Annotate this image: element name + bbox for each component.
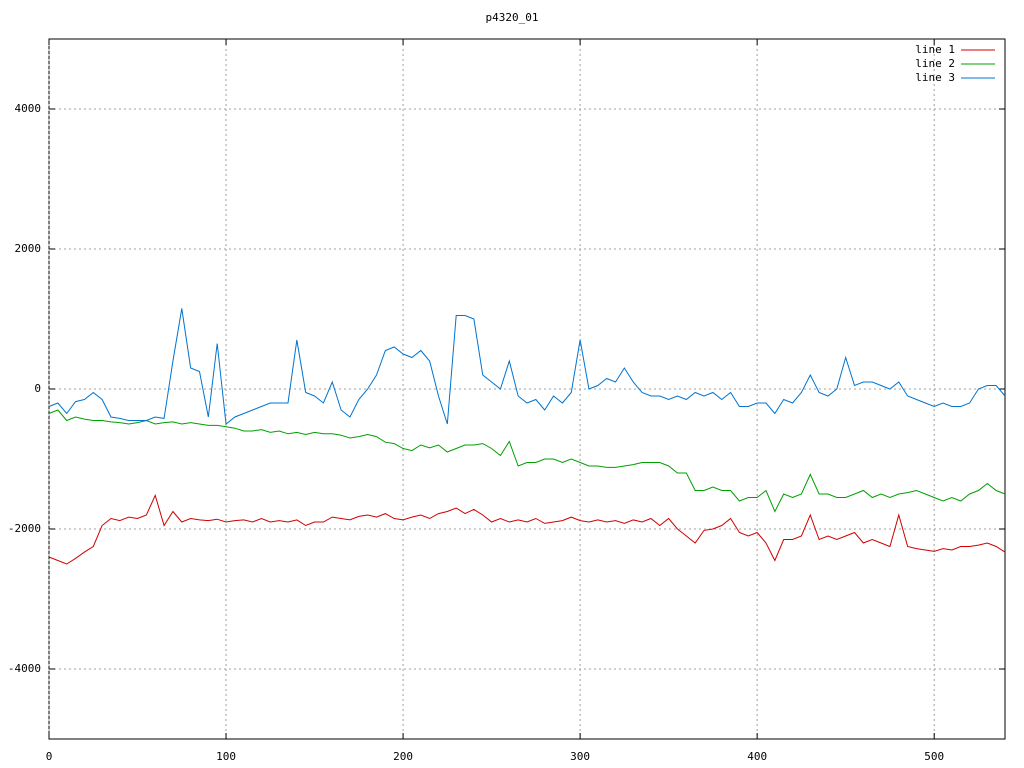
y-tick-label: 2000: [15, 242, 42, 255]
x-tick-label: 0: [46, 750, 53, 763]
y-tick-label: -4000: [8, 662, 41, 675]
y-tick-label: 0: [34, 382, 41, 395]
legend-label: line 1: [915, 43, 955, 56]
x-tick-label: 200: [393, 750, 413, 763]
chart-title: p4320_01: [486, 11, 539, 24]
x-tick-label: 400: [747, 750, 767, 763]
x-tick-label: 100: [216, 750, 236, 763]
plot-border: [48, 38, 1006, 740]
legend-label: line 2: [915, 57, 955, 70]
y-tick-label: -2000: [8, 522, 41, 535]
series-line: [48, 493, 1006, 565]
series-line: [48, 308, 1006, 425]
x-tick-label: 500: [924, 750, 944, 763]
series-line: [48, 409, 1006, 513]
legend-label: line 3: [915, 71, 955, 84]
x-tick-label: 300: [570, 750, 590, 763]
y-tick-label: 4000: [15, 102, 42, 115]
